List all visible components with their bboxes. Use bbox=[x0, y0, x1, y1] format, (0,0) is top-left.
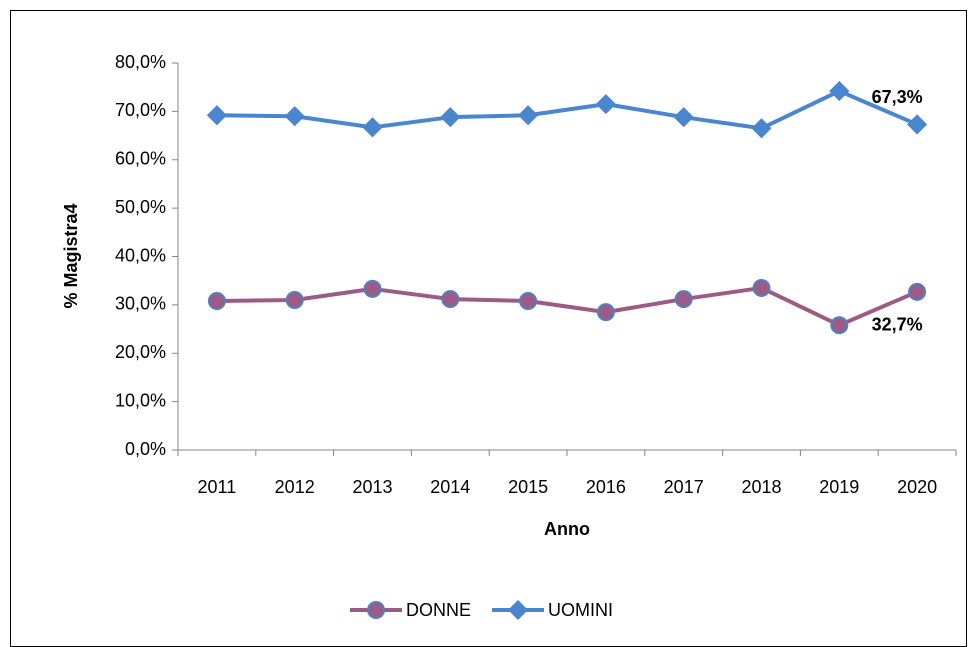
data-point bbox=[595, 94, 616, 115]
y-tick-label: 10,0% bbox=[115, 390, 166, 410]
x-tick-label: 2015 bbox=[508, 477, 548, 497]
data-point bbox=[674, 290, 693, 309]
data-point bbox=[518, 105, 539, 126]
series-line bbox=[216, 285, 918, 328]
data-point bbox=[751, 118, 772, 139]
data-point bbox=[596, 303, 615, 322]
data-label: 67,3% bbox=[872, 87, 923, 107]
series-line bbox=[216, 89, 918, 131]
data-point bbox=[440, 107, 461, 128]
data-point bbox=[830, 316, 849, 335]
data-point bbox=[363, 279, 382, 298]
y-tick-label: 80,0% bbox=[115, 52, 166, 72]
x-tick-label: 2014 bbox=[430, 477, 470, 497]
x-tick-label: 2013 bbox=[352, 477, 392, 497]
data-point bbox=[284, 106, 305, 127]
data-point bbox=[673, 107, 694, 128]
data-point bbox=[362, 117, 383, 138]
data-point bbox=[829, 80, 850, 102]
x-tick-label: 2012 bbox=[275, 477, 315, 497]
x-tick-label: 2016 bbox=[586, 477, 626, 497]
data-point bbox=[907, 114, 928, 135]
x-tick-label: 2017 bbox=[664, 477, 704, 497]
data-point bbox=[285, 291, 304, 310]
x-axis-title: Anno bbox=[544, 519, 590, 539]
y-tick-label: 20,0% bbox=[115, 342, 166, 362]
x-tick-label: 2020 bbox=[897, 477, 937, 497]
y-axis-title: % Magistra4 bbox=[61, 203, 81, 308]
x-tick-label: 2011 bbox=[198, 477, 237, 497]
x-tick-label: 2019 bbox=[819, 477, 859, 497]
y-tick-label: 30,0% bbox=[115, 294, 166, 314]
legend-label: UOMINI bbox=[548, 600, 613, 620]
data-point bbox=[752, 278, 771, 297]
data-point bbox=[519, 292, 538, 311]
y-tick-label: 0,0% bbox=[125, 439, 166, 459]
y-tick-label: 50,0% bbox=[115, 197, 166, 217]
data-point bbox=[441, 290, 460, 309]
x-tick-label: 2018 bbox=[741, 477, 781, 497]
legend-marker bbox=[367, 601, 385, 619]
y-tick-label: 60,0% bbox=[115, 149, 166, 169]
y-tick-label: 40,0% bbox=[115, 245, 166, 265]
data-point bbox=[206, 105, 227, 126]
y-tick-label: 70,0% bbox=[115, 100, 166, 120]
data-point bbox=[908, 282, 927, 301]
legend-marker bbox=[507, 599, 529, 621]
data-point bbox=[207, 292, 226, 311]
legend-label: DONNE bbox=[406, 600, 471, 620]
data-label: 32,7% bbox=[872, 315, 923, 335]
